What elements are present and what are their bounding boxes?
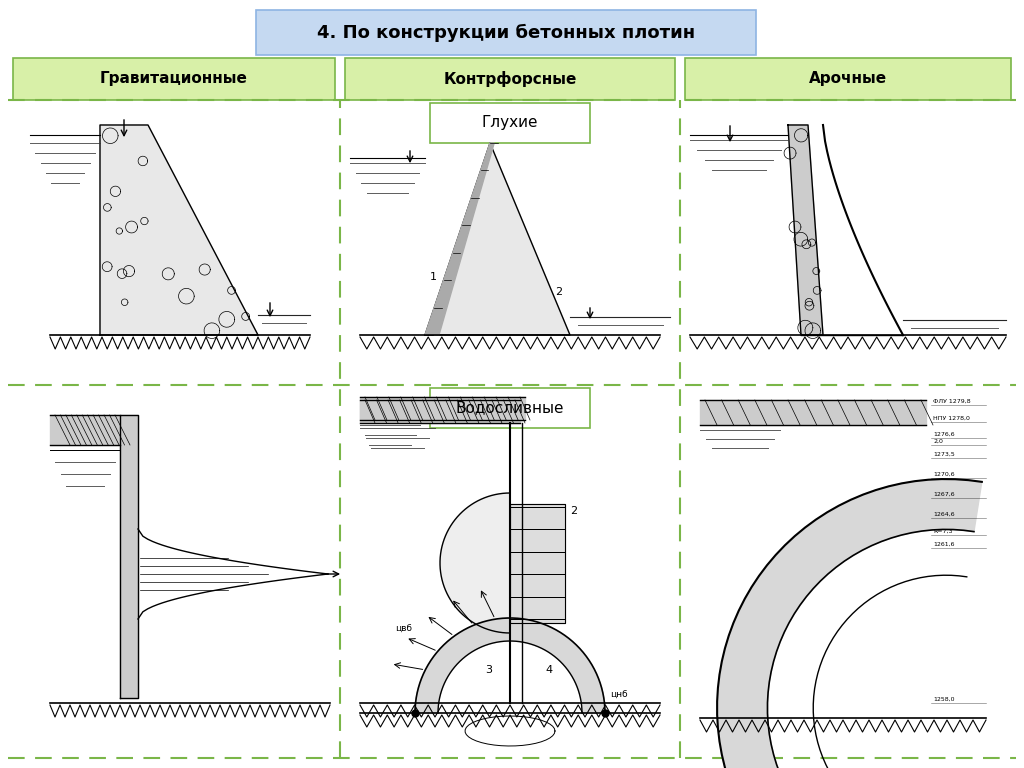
Text: 2: 2 [570, 506, 578, 516]
Text: R=7,3: R=7,3 [933, 529, 952, 534]
Text: НПУ 1278,0: НПУ 1278,0 [933, 416, 970, 421]
Text: 1264,6: 1264,6 [933, 512, 954, 517]
Polygon shape [788, 125, 823, 335]
Polygon shape [120, 415, 138, 698]
Text: 2: 2 [555, 287, 562, 297]
Polygon shape [360, 400, 520, 423]
Text: 1273,5: 1273,5 [933, 452, 954, 457]
Polygon shape [50, 415, 120, 445]
Text: 3: 3 [485, 665, 492, 675]
Text: 1267,6: 1267,6 [933, 492, 954, 497]
Text: Арочные: Арочные [809, 71, 887, 87]
Polygon shape [440, 493, 510, 633]
Text: ФЛУ 1279,8: ФЛУ 1279,8 [933, 399, 971, 404]
Text: 1270,6: 1270,6 [933, 472, 954, 477]
FancyBboxPatch shape [430, 103, 590, 143]
Polygon shape [100, 125, 258, 335]
Text: Водосливные: Водосливные [456, 400, 564, 415]
Text: цвб: цвб [395, 625, 412, 634]
Polygon shape [425, 143, 495, 335]
Text: 4: 4 [545, 665, 552, 675]
Text: 4. По конструкции бетонных плотин: 4. По конструкции бетонных плотин [317, 23, 695, 41]
Polygon shape [510, 504, 565, 623]
Polygon shape [425, 143, 570, 335]
Text: 1276,6: 1276,6 [933, 432, 954, 437]
Text: 1: 1 [430, 272, 437, 282]
FancyBboxPatch shape [345, 58, 675, 100]
Text: Гравитационные: Гравитационные [100, 71, 248, 87]
Text: 2,0: 2,0 [933, 439, 943, 444]
Polygon shape [360, 397, 525, 420]
Text: 1261,6: 1261,6 [933, 542, 954, 547]
Text: цнб: цнб [610, 691, 628, 700]
Text: Контрфорсные: Контрфорсные [443, 71, 577, 87]
Polygon shape [700, 400, 926, 425]
Polygon shape [717, 479, 982, 768]
Polygon shape [415, 618, 605, 713]
FancyBboxPatch shape [685, 58, 1011, 100]
Text: Глухие: Глухие [481, 115, 539, 131]
Text: 1258,0: 1258,0 [933, 697, 954, 702]
FancyBboxPatch shape [13, 58, 335, 100]
FancyBboxPatch shape [256, 10, 756, 55]
FancyBboxPatch shape [430, 388, 590, 428]
